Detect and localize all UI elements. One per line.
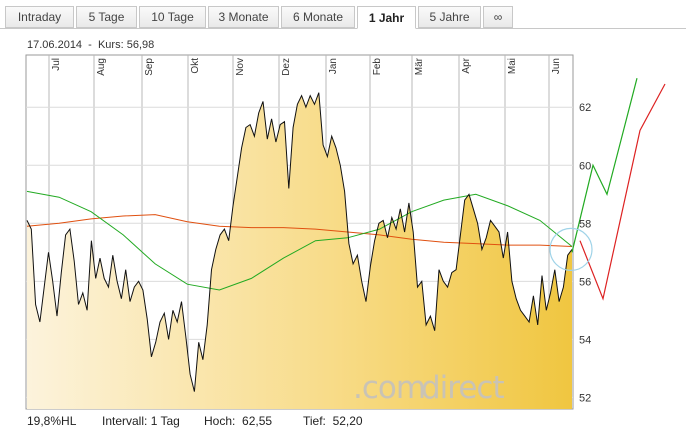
price-line [26,92,573,392]
x-tick-label: Aug [96,58,107,76]
x-tick-label: Nov [235,58,246,76]
quote-date: 17.06.2014 [27,39,83,51]
footer-interval: Intervall: 1 Tag [102,414,180,428]
x-tick-label: Apr [461,57,472,73]
y-tick-label: 56 [579,276,591,288]
x-tick-label: Dez [281,58,292,76]
interval-label: Intervall: [102,414,148,428]
tab-intraday[interactable]: Intraday [5,6,74,28]
tab-5-tage[interactable]: 5 Tage [76,6,137,28]
tab-10-tage[interactable]: 10 Tage [139,6,206,28]
x-tick-label: Jan [328,58,339,74]
y-tick-label: 60 [579,160,591,172]
x-tick-label: Jun [551,58,562,74]
forecast-up-line [571,78,638,253]
watermark-text-a: .com [353,370,425,406]
high-label: Hoch: [204,414,236,428]
x-tick-label: Jul [51,58,62,71]
y-tick-label: 54 [579,334,591,346]
y-tick-label: 58 [579,218,591,230]
tab-1-jahr[interactable]: 1 Jahr [357,6,416,29]
timeframe-tabs: Intraday 5 Tage 10 Tage 3 Monate 6 Monat… [0,0,686,29]
comdirect-watermark: .com direct [353,370,505,406]
interval-value: 1 Tag [150,414,180,428]
y-tick-label: 52 [579,392,591,404]
footer-hl: 19,8%HL [27,414,77,428]
current-price-marker [549,227,593,271]
quote-price-label: Kurs: [97,39,124,51]
forecast-down-line [579,83,666,301]
x-axis: Jul Aug Sep Okt Nov Dez Jan Feb Mär Apr Mai Jun [51,57,562,75]
moving-average-short-line [26,190,573,291]
x-tick-label: Feb [372,58,383,76]
watermark-text-b: direct [421,370,504,406]
y-tick-label: 62 [579,102,591,114]
y-axis: 52 54 56 58 60 62 [579,102,591,404]
price-area-fill [27,92,572,409]
tab-5-jahre[interactable]: 5 Jahre [418,6,481,28]
low-value: 52,20 [332,414,363,428]
x-tick-label: Mai [507,58,518,74]
x-tick-label: Sep [144,58,155,76]
high-value: 62,55 [242,414,273,428]
low-label: Tief: [303,414,326,428]
tab-3-monate[interactable]: 3 Monate [208,6,279,28]
footer-low: Tief: 52,20 [303,414,363,428]
series [26,78,666,392]
x-tick-label: Mär [414,57,425,75]
quote-info: 17.06.2014 - Kurs: 56,98 [27,39,155,51]
quote-price-value: 56,98 [126,39,155,51]
footer-high: Hoch: 62,55 [204,414,272,428]
x-tick-label: Okt [190,58,201,74]
